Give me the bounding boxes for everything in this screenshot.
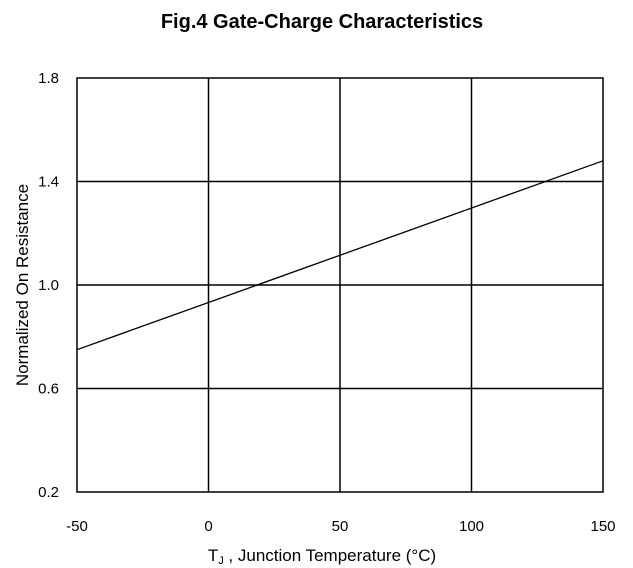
y-tick-label: 1.8 <box>38 70 59 87</box>
chart-title: Fig.4 Gate-Charge Characteristics <box>161 11 483 33</box>
y-tick-label: 0.6 <box>38 381 59 398</box>
plot-area-frame <box>76 77 604 493</box>
x-tick-label: 100 <box>459 518 484 535</box>
x-tick-label: -50 <box>66 518 88 535</box>
x-tick-label: 0 <box>204 518 212 535</box>
grid-lines <box>77 78 603 492</box>
x-tick-label: 150 <box>590 518 615 535</box>
y-tick-label: 1.0 <box>38 277 59 294</box>
x-axis-label-rest: , Junction Temperature (°C) <box>224 546 436 565</box>
y-axis-label: Normalized On Resistance <box>13 184 32 386</box>
x-tick-label: 50 <box>332 518 349 535</box>
y-tick-labels: 1.8 1.4 1.0 0.6 0.2 <box>38 70 59 501</box>
x-axis-label-subscript: J <box>218 555 224 567</box>
x-axis-label-main: T <box>208 546 218 565</box>
series-line <box>76 160 604 351</box>
x-tick-labels: -50 0 50 100 150 <box>66 518 615 535</box>
x-axis-label: TJ , Junction Temperature (°C) <box>208 546 436 567</box>
y-tick-label: 0.2 <box>38 484 59 501</box>
series-layer <box>76 160 604 351</box>
y-tick-label: 1.4 <box>38 174 59 191</box>
